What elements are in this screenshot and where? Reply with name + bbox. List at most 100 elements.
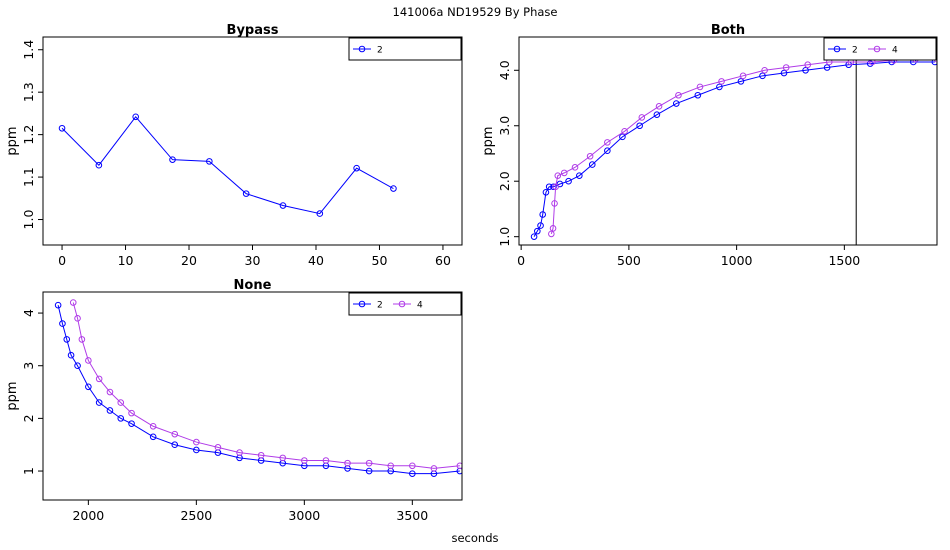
data-point: [106, 407, 114, 414]
data-point: [132, 113, 139, 121]
data-point: [675, 91, 682, 99]
legend-label: 2: [377, 46, 383, 56]
data-point: [604, 147, 611, 155]
plot-data: [530, 37, 937, 245]
y-axis: 1.0 2.0 3.0 4.0: [497, 60, 519, 247]
y-tick-label: 4: [21, 309, 36, 317]
legend-label: 4: [417, 301, 423, 311]
figure-xlabel: seconds: [451, 531, 498, 545]
series-line: [61, 116, 394, 215]
legend-marker: [398, 300, 406, 308]
data-point: [365, 459, 373, 467]
y-axis: 1.0 1.1 1.2 1.3 1.4: [21, 40, 43, 229]
legend-marker: [358, 45, 366, 53]
data-point: [571, 164, 579, 171]
data-point: [802, 66, 809, 74]
data-point: [550, 183, 557, 191]
legend-entry: 2: [353, 301, 383, 311]
data-point: [576, 172, 583, 179]
y-tick-label: 2.0: [497, 171, 512, 191]
data-point: [85, 357, 92, 364]
plot-frame: [518, 36, 938, 246]
data-point: [655, 103, 663, 110]
legend-entry: 4: [393, 301, 423, 311]
series-4: [548, 55, 937, 238]
data-point: [409, 462, 416, 470]
y-tick-label: 1.0: [497, 227, 512, 247]
data-point: [63, 336, 71, 343]
series-2: [54, 301, 462, 477]
data-point: [316, 210, 324, 217]
legend-marker: [358, 300, 366, 308]
data-point: [206, 158, 213, 165]
y-axis-label: ppm: [481, 126, 496, 155]
panel-title: Bypass: [227, 23, 279, 38]
x-axis: 0 10 20 30 40 50 60: [58, 245, 451, 268]
data-point: [117, 415, 125, 422]
legend-marker: [873, 45, 881, 53]
data-point: [78, 336, 86, 343]
data-point: [322, 457, 330, 464]
data-point: [823, 64, 831, 71]
y-tick-label: 1.1: [21, 167, 36, 187]
plot-frame: [42, 36, 463, 246]
x-tick-label: 3000: [288, 508, 320, 523]
data-point: [58, 124, 66, 132]
x-axis: 0 500 1000 1500: [517, 245, 860, 268]
series-2: [530, 58, 937, 240]
data-point: [739, 72, 747, 80]
data-point: [59, 320, 66, 327]
data-point: [301, 457, 308, 464]
data-point: [619, 133, 626, 141]
y-tick-label: 4.0: [497, 60, 512, 80]
legend-marker: [833, 45, 841, 53]
data-point: [193, 438, 200, 446]
x-tick-label: 2500: [180, 508, 212, 523]
x-tick-label: 40: [308, 253, 324, 268]
x-tick-label: 20: [181, 253, 197, 268]
x-tick-label: 10: [118, 253, 134, 268]
y-tick-label: 1.3: [21, 82, 36, 102]
data-point: [782, 64, 790, 71]
y-axis: 1 2 3 4: [21, 309, 43, 475]
data-point: [539, 211, 547, 218]
panel-title: None: [234, 278, 272, 293]
data-point: [95, 375, 103, 383]
data-point: [193, 446, 200, 454]
y-tick-label: 1.4: [21, 40, 36, 60]
y-tick-label: 1.2: [21, 125, 36, 145]
data-point: [621, 127, 628, 135]
data-point: [279, 454, 287, 462]
data-point: [257, 451, 265, 459]
data-point: [242, 190, 250, 197]
data-point: [560, 169, 568, 177]
x-tick-label: 30: [245, 253, 261, 268]
figure-title: 141006a ND19529 By Phase: [393, 5, 558, 19]
data-point: [95, 399, 103, 406]
data-point: [542, 189, 550, 196]
data-point: [69, 299, 77, 306]
data-point: [759, 72, 766, 80]
data-point: [236, 449, 243, 456]
y-tick-label: 3: [21, 362, 36, 370]
plot-data: [54, 299, 462, 477]
data-point: [530, 233, 538, 240]
data-point: [761, 66, 768, 74]
data-point: [387, 462, 395, 470]
x-axis: 2000 2500 3000 3500: [72, 500, 428, 523]
data-point: [95, 161, 103, 169]
x-tick-label: 60: [435, 253, 451, 268]
data-point: [54, 301, 62, 309]
data-point: [718, 78, 725, 85]
data-point: [85, 383, 92, 391]
x-tick-label: 2000: [72, 508, 104, 523]
data-point: [365, 467, 373, 475]
x-tick-label: 500: [617, 253, 641, 268]
y-tick-label: 3.0: [497, 116, 512, 136]
data-point: [279, 202, 287, 209]
y-tick-label: 2: [21, 414, 36, 422]
data-point: [117, 399, 125, 406]
data-point: [214, 444, 222, 451]
